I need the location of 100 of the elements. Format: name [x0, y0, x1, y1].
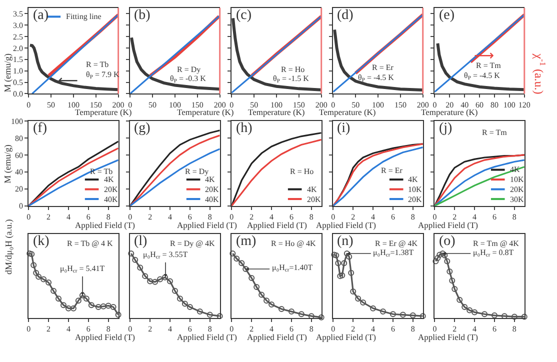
annotation: μ₀H$_{cr}$ = 5.41T — [60, 264, 105, 275]
annotation: μ₀H$_{cr}$ = 3.55T — [143, 250, 188, 261]
x-axis-title: Temperature (K) — [319, 107, 376, 117]
legend-label: 20K — [510, 185, 524, 194]
x-tick-label: 8 — [208, 212, 212, 222]
x-tick-label: 0 — [128, 100, 132, 110]
text: (n) — [337, 234, 354, 249]
x-tick-label: 8 — [512, 324, 516, 334]
legend-label: 20K — [205, 185, 219, 194]
text: (o) — [439, 234, 456, 249]
x-tick-label: 6 — [390, 324, 395, 334]
annotation: μ₀H$_{cr}$=1.40T — [272, 263, 313, 274]
x-tick-label: 0 — [432, 324, 437, 334]
annotation: θ$_{P}$ = -1.5 K — [273, 74, 310, 85]
x-tick-label: 2 — [351, 212, 356, 222]
x-tick-label: 100 — [372, 100, 384, 110]
x-tick-label: 6 — [188, 324, 192, 334]
x-tick-label: 0 — [230, 324, 234, 334]
x-tick-label: 100 — [67, 100, 80, 110]
y-tick-label: 0.5 — [13, 78, 24, 88]
text: R = Er @ 4K — [375, 239, 418, 248]
legend-label: 20K — [408, 195, 422, 204]
text: (l) — [134, 234, 148, 249]
y-tick-label: 60 — [15, 150, 24, 160]
annotation: R = Tm — [482, 128, 508, 137]
x-tick-label: 100 — [503, 100, 516, 110]
x-tick-label: 200 — [416, 100, 429, 110]
x-tick-label: 4 — [371, 324, 376, 334]
x-tick-label: 50 — [148, 100, 157, 110]
x-tick-label: 0 — [128, 324, 132, 334]
x-tick-label: 6 — [492, 324, 496, 334]
annotation: θ$_{P}$ = -0.3 K — [170, 74, 206, 85]
x-tick-label: 6 — [188, 212, 192, 222]
x-tick-label: 8 — [208, 324, 212, 334]
x-tick-label: 0 — [230, 212, 234, 222]
x-tick-label: 4 — [66, 324, 70, 334]
x-tick-label: 4 — [66, 212, 70, 222]
y-tick-label: 1.0 — [13, 66, 24, 76]
y-tick-label: 40 — [15, 168, 24, 177]
y-tick-label: 3.0 — [13, 20, 24, 30]
annotation: R = Tm — [476, 61, 502, 70]
x-tick-label: 150 — [90, 100, 102, 110]
annotation: (j) — [439, 121, 453, 136]
annotation: (e) — [439, 8, 455, 23]
x-tick-label: 2 — [148, 324, 152, 334]
x-tick-label: 150 — [292, 100, 305, 110]
text: R = Tm @ 4K — [473, 239, 520, 248]
legend-label: 4K — [307, 185, 317, 194]
legend-label: 40K — [205, 195, 219, 204]
x-tick-label: 50 — [47, 100, 56, 110]
x-tick-label: 50 — [352, 100, 360, 110]
x-tick-label: 4 — [371, 212, 376, 222]
x-axis-title: Applied Field (T) — [418, 332, 478, 342]
x-tick-label: 50 — [250, 100, 258, 110]
annotation: μ₀H$_{cr}$ = 0.8T — [473, 248, 514, 259]
x-tick-label: 8 — [410, 324, 415, 334]
x-tick-label: 8 — [309, 212, 314, 222]
annotation: R = Er — [381, 166, 403, 175]
text: R = Ho @ 4K — [271, 239, 316, 248]
x-tick-label: 6 — [390, 212, 395, 222]
annotation: R = Dy — [185, 167, 209, 176]
y-tick-label: 20 — [15, 184, 24, 194]
x-axis-title: Applied Field (T) — [247, 220, 308, 230]
x-tick-label: 0 — [331, 212, 336, 222]
y-tick-label: 1.5 — [13, 55, 24, 64]
annotation: R = Ho — [281, 65, 305, 74]
annotation: μ₀H$_{cr}$=1.38T — [373, 248, 414, 259]
y-tick-label: 0.0 — [13, 90, 24, 99]
legend-label: 4K — [408, 175, 418, 184]
x-axis-title: Applied Field (T) — [75, 332, 136, 342]
x-tick-label: 8 — [106, 212, 110, 222]
x-axis-title: Applied Field (T) — [247, 332, 308, 342]
x-tick-label: 200 — [214, 100, 226, 110]
annotation: (b) — [134, 8, 151, 23]
x-tick-label: 0 — [230, 100, 234, 110]
x-tick-label: 200 — [112, 100, 124, 110]
x-tick-label: 0 — [432, 212, 437, 222]
x-tick-label: 2 — [452, 324, 457, 334]
x-axis-title: Applied Field (T) — [177, 220, 238, 230]
x-tick-label: 0 — [26, 324, 31, 334]
x-axis-title: Applied Field (T) — [75, 220, 136, 230]
legend-label: 30K — [510, 195, 524, 204]
annotation: (f) — [33, 121, 48, 136]
annotation: θ$_{P}$ = -4.5 K — [464, 71, 500, 82]
x-tick-label: 0 — [331, 324, 336, 334]
legend-label: 10K — [510, 175, 524, 184]
legend-label: Fitting line — [66, 12, 102, 21]
x-tick-label: 6 — [86, 324, 90, 334]
x-tick-label: 120 — [518, 100, 530, 110]
legend-label: 20K — [307, 195, 321, 204]
x-tick-label: 2 — [250, 324, 254, 334]
legend-label: 20K — [104, 185, 118, 194]
x-tick-label: 100 — [270, 100, 283, 110]
legend-label: 4K — [104, 175, 114, 184]
x-axis-title: Temperature (K) — [421, 107, 478, 117]
annotation: (i) — [337, 121, 351, 136]
x-axis-title: Applied Field (T) — [316, 332, 376, 342]
y-tick-label: 2.0 — [13, 44, 24, 53]
x-tick-label: 2 — [46, 212, 51, 222]
x-tick-label: 100 — [168, 100, 181, 110]
